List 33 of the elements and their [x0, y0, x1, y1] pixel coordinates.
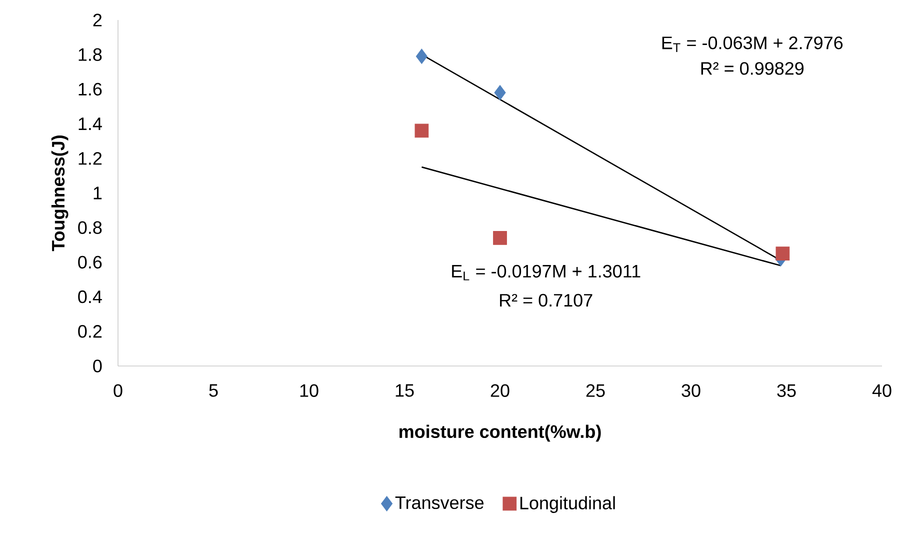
x-tick-label: 40 — [872, 384, 892, 397]
y-tick-label: 0.8 — [78, 221, 102, 234]
y-tick-label: 0.2 — [78, 325, 102, 338]
x-axis-title: moisture content(%w.b) — [400, 424, 601, 442]
legend-label: Transverse — [395, 496, 484, 510]
y-tick-label: 0 — [93, 360, 102, 372]
x-tick-label: 20 — [490, 384, 510, 397]
y-tick-label: 1.6 — [78, 82, 102, 96]
y-tick-label: 0.4 — [78, 290, 102, 304]
x-tick-label: 15 — [396, 384, 414, 397]
point — [493, 231, 507, 245]
x-tick-label: 5 — [209, 384, 218, 397]
legend-label: Longitudinal — [520, 496, 615, 513]
y-tick-label: 0.6 — [78, 256, 102, 269]
annotation: E$_{T}$ = -0.063M + 2.7976 — [662, 36, 843, 52]
y-tick-label: 2 — [93, 14, 102, 26]
point — [416, 48, 428, 64]
x-tick-label: 35 — [777, 384, 796, 397]
x-tick-label: 10 — [300, 384, 318, 397]
annotation: R² = 0.99829 — [701, 62, 804, 75]
x-tick-label: 30 — [682, 384, 700, 397]
y-axis-title: Toughness(J) — [51, 136, 68, 252]
x-tick-label: 25 — [586, 384, 605, 397]
annotation: R² = 0.7107 — [500, 294, 592, 307]
x-tick-label: 0 — [114, 384, 122, 397]
annotation: E$_{L}$ = -0.0197M + 1.3011 — [452, 264, 640, 280]
y-tick-label: 1.8 — [78, 48, 102, 61]
y-tick-label: 1.4 — [78, 118, 102, 130]
point — [776, 246, 790, 260]
y-tick-label: 1 — [94, 186, 102, 200]
y-tick-label: 1.2 — [78, 152, 102, 165]
point — [414, 124, 429, 138]
point — [494, 85, 506, 100]
